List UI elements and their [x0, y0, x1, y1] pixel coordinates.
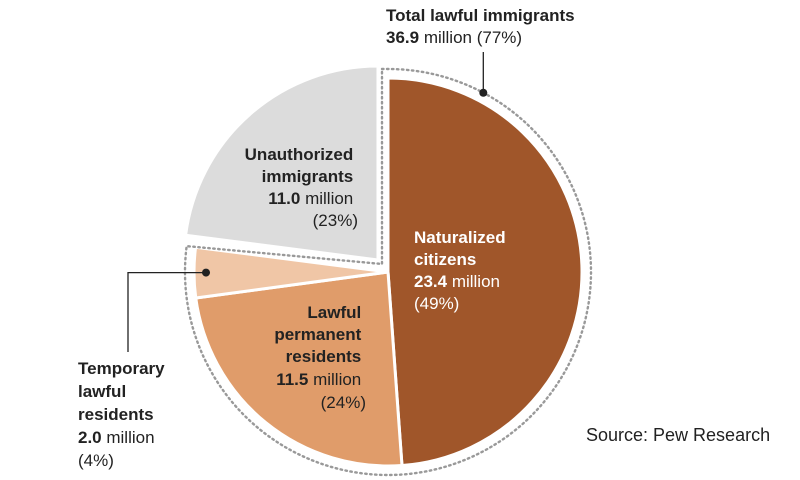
slice-naturalized-citizens: [386, 76, 584, 468]
label-unauthorized: Unauthorized immigrants 11.0 million (23…: [245, 145, 358, 230]
slice-lawful-permanent-residents: [194, 270, 404, 468]
leader-dot-temporary: [202, 268, 211, 277]
annotation-total-lawful-value: 36.9 million (77%): [386, 28, 522, 47]
label-naturalized: Naturalized citizens 23.4 million (49%): [414, 228, 510, 313]
slice-unauthorized-immigrants: [183, 64, 380, 262]
leader-dot-total-lawful: [479, 88, 488, 97]
pie-slices: [183, 64, 584, 468]
lawful-dotted-outline: [183, 67, 593, 477]
lawful-outline: [183, 67, 593, 477]
source-note: Source: Pew Research: [586, 425, 770, 445]
label-temporary: Temporary lawful residents 2.0 million (…: [78, 359, 169, 470]
leader-lines: [127, 52, 488, 352]
annotation-total-lawful: Total lawful immigrants: [386, 6, 575, 25]
label-permanent: Lawful permanent residents 11.5 million …: [274, 303, 366, 412]
leader-temporary: [127, 271, 207, 352]
